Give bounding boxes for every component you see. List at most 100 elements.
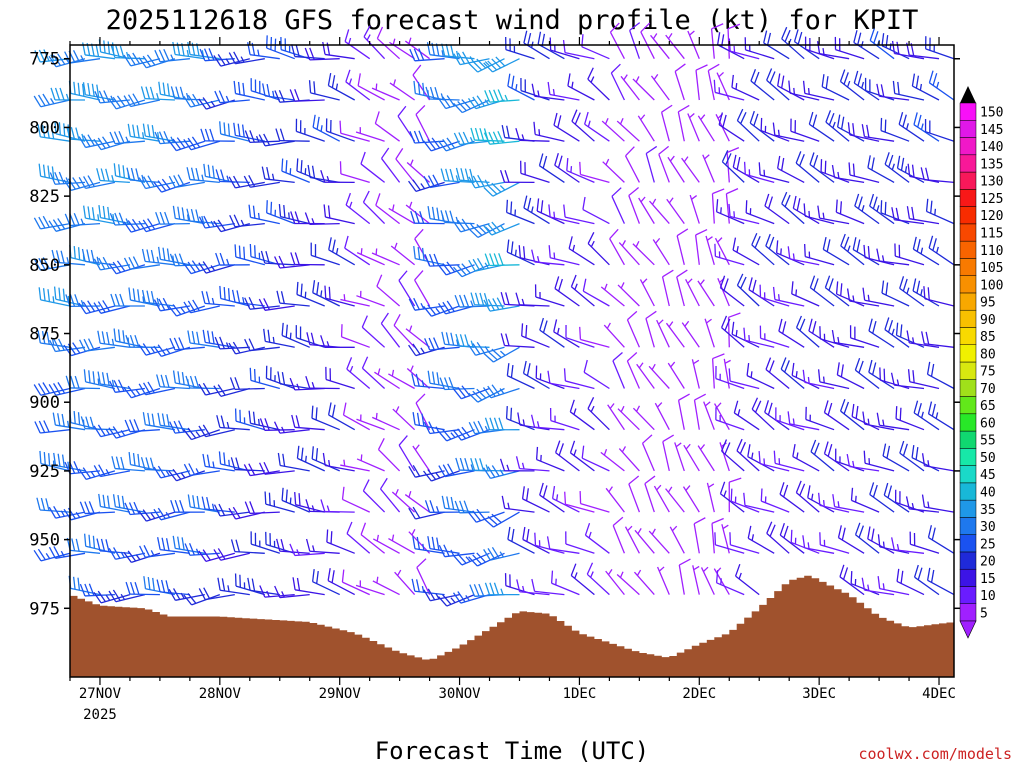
wind-barb	[896, 568, 925, 596]
wind-barb	[258, 133, 295, 147]
wind-barb	[632, 240, 655, 266]
wind-barb	[215, 252, 250, 266]
wind-barb	[539, 317, 565, 348]
wind-barb	[156, 374, 190, 390]
wind-barb	[157, 412, 190, 431]
wind-barb	[530, 414, 565, 431]
wind-barb	[374, 368, 400, 390]
colorbar-swatch	[959, 292, 977, 311]
wind-barb	[876, 83, 910, 101]
wind-barb	[523, 195, 550, 225]
wind-barb	[142, 412, 176, 431]
wind-barb	[201, 496, 235, 513]
wind-barb	[760, 488, 790, 513]
wind-barb	[112, 494, 146, 513]
wind-barb	[790, 118, 820, 142]
wind-barb	[732, 237, 760, 266]
wind-barb	[244, 501, 280, 515]
wind-barb	[567, 73, 595, 101]
wind-barb	[231, 289, 265, 307]
wind-barb	[296, 158, 325, 184]
wind-barb	[93, 424, 131, 438]
wind-barb	[773, 450, 805, 472]
wind-barb	[584, 523, 610, 554]
wind-barb	[733, 400, 760, 431]
y-tick-label: 775	[29, 50, 60, 70]
wind-barb	[926, 361, 955, 390]
wind-barb	[551, 485, 580, 513]
wind-barb	[199, 48, 235, 62]
wind-barb	[602, 158, 625, 183]
wind-barb	[327, 72, 356, 101]
wind-barb	[52, 412, 86, 431]
wind-barb	[467, 508, 505, 523]
wind-barb	[612, 352, 626, 389]
credit-link[interactable]: coolwx.com/models	[858, 745, 1012, 763]
wind-barb	[342, 402, 371, 431]
wind-barb	[468, 387, 505, 403]
wind-barb	[281, 487, 310, 513]
colorbar-swatch	[959, 361, 977, 380]
x-tick-label: 1DEC	[563, 686, 597, 702]
wind-barb	[759, 325, 790, 348]
wind-barb	[745, 200, 775, 225]
wind-barb	[861, 124, 895, 142]
wind-barb	[97, 371, 130, 390]
wind-barb	[921, 494, 955, 513]
wind-barb	[626, 352, 640, 389]
x-tick-label: 27NOV	[79, 686, 122, 702]
wind-barb	[609, 228, 625, 266]
wind-barb	[751, 397, 775, 431]
colorbar-tick-label: 95	[980, 296, 996, 311]
wind-barb	[749, 110, 775, 142]
wind-barb	[928, 70, 955, 101]
wind-barb	[566, 158, 595, 183]
wind-barb	[470, 457, 505, 472]
wind-barb	[201, 290, 235, 307]
wind-barb	[718, 112, 745, 142]
wind-barb	[911, 445, 940, 472]
wind-barb	[198, 549, 235, 562]
wind-barb	[281, 322, 310, 348]
wind-barb	[484, 253, 520, 267]
wind-barb	[515, 128, 550, 142]
wind-barb	[187, 494, 220, 513]
wind-barb	[453, 51, 490, 66]
colorbar-top-arrow	[960, 86, 976, 103]
colorbar-swatch	[959, 137, 977, 156]
terrain-layer	[70, 575, 954, 677]
wind-barb	[213, 503, 250, 517]
wind-barb	[728, 38, 760, 60]
wind-barb	[230, 457, 265, 472]
wind-barb	[200, 128, 235, 142]
wind-barb	[109, 131, 145, 145]
colorbar-swatch	[959, 413, 977, 432]
wind-barb	[344, 235, 371, 266]
wind-barb	[880, 200, 910, 225]
wind-barb	[720, 315, 745, 348]
wind-barb	[565, 531, 595, 554]
wind-barb	[247, 577, 280, 596]
wind-barb	[803, 203, 835, 225]
wind-barb	[880, 117, 910, 142]
wind-barb	[854, 357, 880, 390]
wind-barb	[501, 125, 535, 142]
wind-barb	[634, 528, 655, 554]
wind-barb	[292, 577, 325, 596]
wind-barb	[533, 121, 565, 142]
y-tick-label: 925	[29, 462, 60, 482]
colorbar-swatch	[959, 223, 977, 242]
wind-barb	[468, 174, 505, 189]
wind-barb	[667, 155, 685, 183]
wind-barb	[262, 83, 295, 101]
wind-barb	[427, 370, 460, 390]
wind-barb	[413, 246, 445, 266]
wind-barb	[229, 214, 265, 228]
wind-barb	[883, 482, 910, 513]
wind-barb	[840, 233, 865, 266]
wind-barb	[249, 367, 280, 390]
wind-barb	[820, 159, 850, 184]
wind-barb	[758, 162, 790, 184]
wind-barb	[787, 411, 820, 431]
wind-barb	[185, 375, 220, 390]
